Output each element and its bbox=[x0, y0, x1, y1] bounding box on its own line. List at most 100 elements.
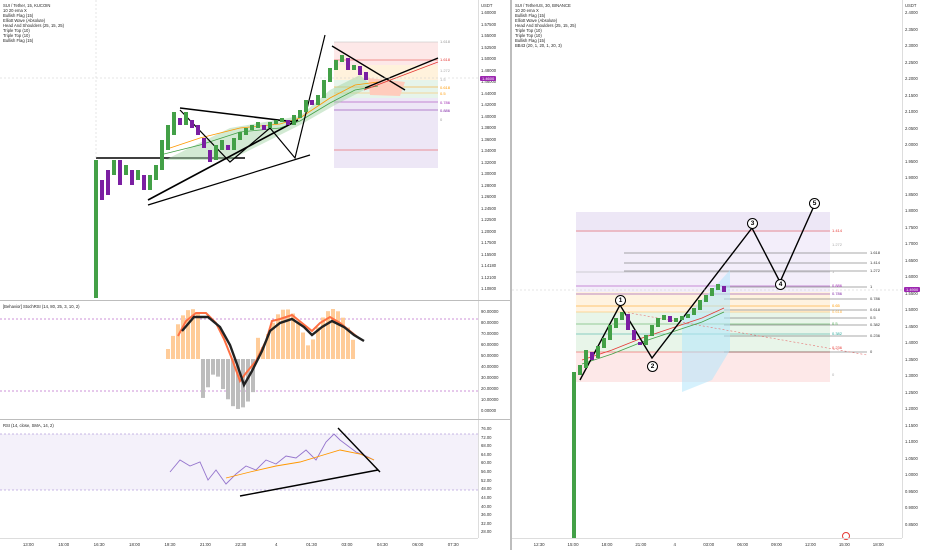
left-time-tick: 4 bbox=[274, 542, 278, 547]
left-candle bbox=[136, 170, 140, 180]
left-candle bbox=[112, 160, 116, 175]
stochrsi-pane[interactable]: [Behavior] StochRSI (14, 80, 25, 3, 10, … bbox=[0, 301, 478, 419]
right-legend-line: Bullish Flag (15) bbox=[515, 13, 546, 18]
right-time-tick: 18:00 bbox=[601, 542, 613, 547]
left-candle bbox=[292, 115, 296, 125]
right-price-tick: 0.9000 bbox=[905, 505, 918, 510]
stoch-histogram-bar bbox=[286, 309, 290, 359]
pane-separator-2[interactable] bbox=[0, 419, 510, 420]
right-price-tick: 2.1500 bbox=[905, 92, 918, 98]
left-legend-line: Triple Top (10) bbox=[3, 33, 30, 38]
rsi-tick: 28.00 bbox=[481, 529, 492, 535]
pane-separator[interactable] bbox=[0, 300, 510, 301]
rsi-tick: 36.00 bbox=[481, 512, 492, 518]
right-legend: SUI / TetherUS, 30, BINANCE 10 20 ema X Bu… bbox=[515, 3, 576, 48]
left-candle bbox=[202, 138, 206, 148]
rfib-0618: 0.618 bbox=[870, 307, 881, 312]
left-price-tick: 1.34000 bbox=[481, 148, 497, 154]
rsi-tick: 76.00 bbox=[481, 426, 492, 431]
stochrsi-svg bbox=[0, 309, 478, 409]
wave-label-5: 5 bbox=[809, 198, 820, 209]
rfib-small-6: 0.65 bbox=[832, 303, 840, 308]
left-legend-line: SUI / Tether, 15, KUCOIN bbox=[3, 3, 51, 8]
rsi-tick: 52.00 bbox=[481, 477, 492, 483]
stoch-tick: 90.00000 bbox=[481, 309, 499, 314]
right-time-tick: 09:00 bbox=[771, 542, 783, 547]
left-price-axis[interactable]: USDT 1.60000 1.57500 1.55000 1.52500 1.50000… bbox=[478, 0, 510, 300]
right-candle bbox=[698, 300, 702, 310]
rsi-axis[interactable]: 76.00 72.00 68.00 64.00 60.00 56.00 52.00 48.00… bbox=[478, 420, 510, 538]
left-price-area[interactable]: SUI / Tether, 15, KUCOIN 10 20 ema X Bulli… bbox=[0, 0, 478, 300]
left-time-tick: 06:00 bbox=[412, 542, 424, 547]
stoch-histogram-bar bbox=[326, 311, 330, 359]
right-price-tick: 1.0000 bbox=[905, 472, 918, 477]
left-price-tick: 1.57500 bbox=[481, 21, 497, 27]
rsi-pane[interactable]: RSI (14, close, SMA, 14, 2) bbox=[0, 420, 478, 538]
left-time-tick: 01:30 bbox=[306, 542, 318, 547]
right-legend-line: Bullish Flag (15) bbox=[515, 38, 546, 43]
rfib-small-2: 1.272 bbox=[832, 242, 843, 247]
rfib-1618: 1.618 bbox=[870, 250, 881, 255]
rfib-small-4: 0.886 bbox=[832, 283, 843, 288]
right-candle bbox=[572, 372, 576, 538]
stoch-histogram-bar bbox=[331, 309, 335, 359]
left-time-tick: 13:00 bbox=[22, 542, 34, 547]
left-chart-pane[interactable]: SUI / Tether, 15, KUCOIN 10 20 ema X Bulli… bbox=[0, 0, 510, 550]
rsi-tick: 32.00 bbox=[481, 520, 492, 526]
left-candle bbox=[124, 165, 128, 175]
left-candle bbox=[166, 125, 170, 150]
right-price-axis[interactable]: USDT 2.4000 2.3500 2.3000 2.2500 2.2000 2.150… bbox=[902, 0, 932, 538]
stoch-tick: 10.00000 bbox=[481, 397, 499, 402]
stoch-histogram-bar bbox=[221, 359, 225, 390]
left-time-tick: 07:30 bbox=[447, 542, 459, 547]
left-candle bbox=[316, 95, 320, 105]
left-candle bbox=[142, 175, 146, 190]
right-candle bbox=[650, 325, 654, 336]
stoch-histogram-bar bbox=[211, 359, 215, 375]
right-price-tick: 1.2000 bbox=[905, 406, 918, 411]
right-price-tick: 1.0500 bbox=[905, 455, 918, 461]
left-legend-line: 10 20 ema X bbox=[3, 8, 27, 13]
left-time-axis[interactable]: 13:00 15:00 16:30 18:00 19:30 21:00 22:30 4 01:3… bbox=[0, 538, 478, 550]
rfib-small-10: 0.236 bbox=[832, 345, 843, 350]
right-price-tick: 1.7000 bbox=[905, 241, 918, 246]
rsi-legend: RSI (14, close, SMA, 14, 2) bbox=[3, 423, 54, 428]
stoch-tick: 70.00000 bbox=[481, 331, 499, 336]
left-price-tick: 1.28000 bbox=[481, 182, 497, 188]
right-time-tick: 12:30 bbox=[533, 542, 545, 547]
replay-icon[interactable] bbox=[842, 532, 850, 540]
stochrsi-axis[interactable]: 90.00000 80.00000 70.00000 60.00000 50.00000… bbox=[478, 301, 510, 419]
left-price-tick: 1.20000 bbox=[481, 228, 497, 234]
right-chart-pane[interactable]: SUI / TetherUS, 30, BINANCE 10 20 ema X Bu… bbox=[512, 0, 932, 550]
right-price-tick: 1.5000 bbox=[905, 307, 918, 312]
rfib-1414: 1.414 bbox=[870, 260, 881, 265]
right-time-axis[interactable]: 12:30 15:00 18:00 21:00 4 03:00 06:00 09:00 12:0… bbox=[512, 538, 902, 550]
right-price-tick: 2.3500 bbox=[905, 26, 918, 32]
stoch-histogram-bar bbox=[181, 315, 185, 359]
right-time-tick: 15:00 bbox=[567, 542, 579, 547]
right-candle bbox=[722, 286, 726, 292]
stoch-histogram-bar bbox=[291, 313, 295, 359]
right-price-area[interactable]: SUI / TetherUS, 30, BINANCE 10 20 ema X Bu… bbox=[512, 0, 902, 540]
right-candle bbox=[668, 316, 672, 322]
left-candle bbox=[310, 100, 314, 105]
right-candle bbox=[590, 352, 594, 360]
right-candle bbox=[602, 338, 606, 348]
right-candle bbox=[710, 288, 714, 296]
left-candle bbox=[196, 125, 200, 135]
left-candle bbox=[334, 60, 338, 70]
rfib-1: 1 bbox=[870, 284, 873, 289]
stoch-histogram-bar bbox=[251, 359, 255, 393]
left-legend: SUI / Tether, 15, KUCOIN 10 20 ema X Bulli… bbox=[3, 3, 64, 43]
left-candle bbox=[262, 125, 266, 130]
currency-label: USDT bbox=[481, 3, 493, 8]
right-price-tick: 1.7500 bbox=[905, 224, 918, 230]
rfib-small-11: 0 bbox=[832, 372, 835, 377]
left-price-tick: 1.32000 bbox=[481, 159, 497, 165]
left-candle bbox=[286, 120, 290, 125]
right-legend-line: Head And Shoulders (25, 15, 25) bbox=[515, 23, 576, 28]
right-candle bbox=[674, 318, 678, 322]
left-candle bbox=[100, 180, 104, 200]
right-time-tick: 15:00 bbox=[838, 542, 850, 547]
layout-divider[interactable] bbox=[510, 0, 512, 550]
